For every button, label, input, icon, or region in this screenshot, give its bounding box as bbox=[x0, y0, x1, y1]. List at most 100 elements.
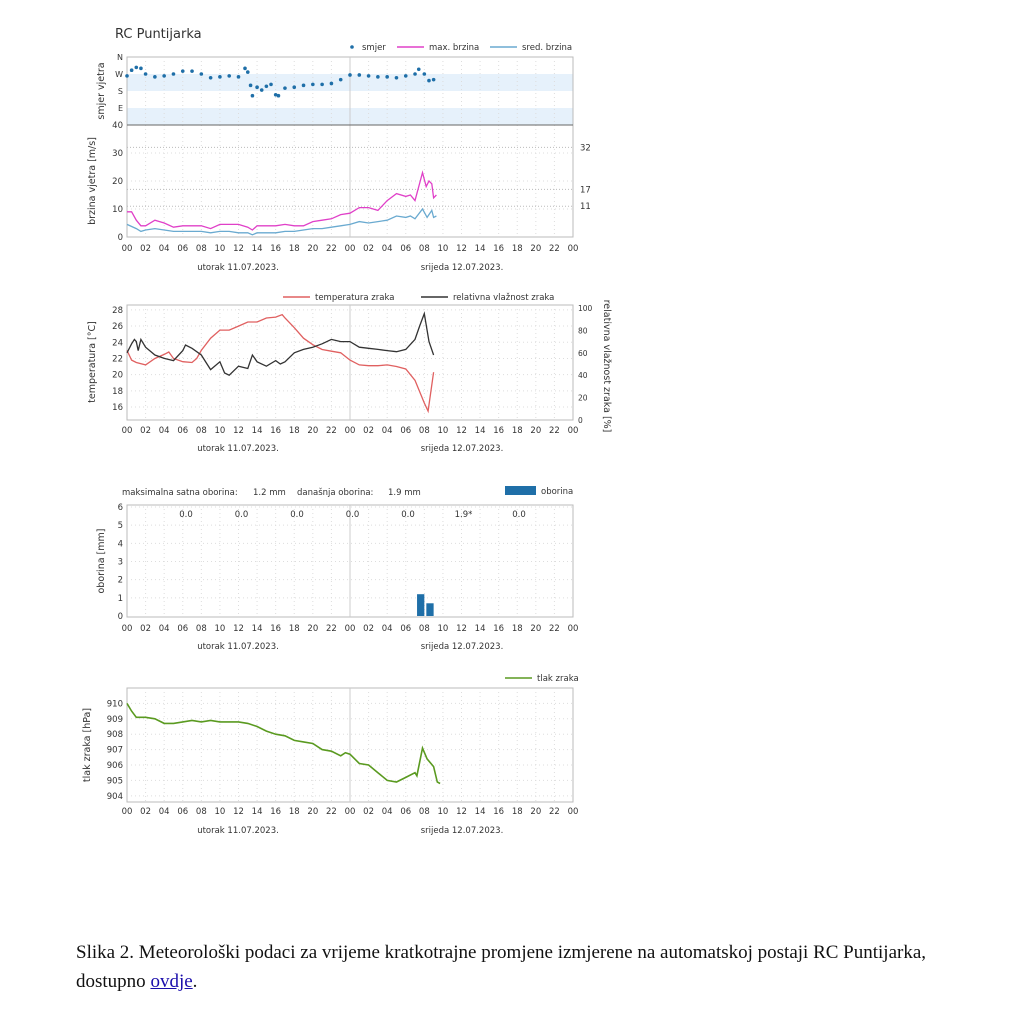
y-tick-label: 0 bbox=[118, 233, 123, 243]
direction-point bbox=[292, 85, 297, 90]
x-tick-label: 12 bbox=[456, 244, 467, 254]
x-tick-label: 00 bbox=[568, 624, 579, 634]
x-tick-label: 00 bbox=[568, 244, 579, 254]
x-tick-label: 20 bbox=[530, 807, 541, 817]
x-tick-label: 04 bbox=[382, 244, 393, 254]
y-tick-label: W bbox=[115, 70, 123, 79]
x-tick-label: 06 bbox=[177, 426, 188, 436]
x-tick-label: 22 bbox=[326, 426, 337, 436]
y-tick-label: 3 bbox=[118, 558, 123, 568]
x-tick-label: 08 bbox=[419, 244, 430, 254]
six-hour-total-label: 0.0 bbox=[179, 510, 193, 520]
humidity-legend-label: relativna vlažnost zraka bbox=[453, 293, 554, 303]
direction-point bbox=[245, 70, 250, 74]
x-tick-label: 00 bbox=[122, 244, 133, 254]
figure-caption: Slika 2. Meteorološki podaci za vrijeme … bbox=[76, 938, 976, 996]
x-tick-label: 06 bbox=[177, 244, 188, 254]
direction-point bbox=[269, 82, 273, 87]
caption-link[interactable]: ovdje bbox=[150, 971, 193, 992]
x-tick-label: 00 bbox=[345, 807, 356, 817]
direction-point bbox=[171, 72, 176, 76]
y-axis-label: oborina [mm] bbox=[96, 529, 107, 594]
date-label-day2: srijeda 12.07.2023. bbox=[421, 826, 504, 836]
x-tick-label: 18 bbox=[289, 244, 300, 254]
y-tick-label: 1 bbox=[118, 594, 123, 604]
temperature-line bbox=[126, 313, 435, 414]
direction-point bbox=[134, 65, 139, 70]
pressure-legend-label: tlak zraka bbox=[537, 674, 579, 684]
y-right-tick-label: 20 bbox=[578, 394, 588, 403]
direction-point bbox=[153, 75, 157, 79]
x-tick-label: 00 bbox=[568, 807, 579, 817]
date-label-day1: utorak 11.07.2023. bbox=[197, 444, 279, 454]
precipitation-legend-swatch bbox=[505, 486, 536, 495]
caption-end: . bbox=[192, 971, 198, 992]
x-tick-label: 16 bbox=[270, 807, 281, 817]
x-tick-label: 10 bbox=[438, 244, 449, 254]
x-tick-label: 00 bbox=[122, 807, 133, 817]
six-hour-total-label: 0.0 bbox=[290, 510, 304, 520]
x-tick-label: 22 bbox=[326, 807, 337, 817]
x-tick-label: 06 bbox=[400, 244, 411, 254]
x-tick-label: 10 bbox=[438, 426, 449, 436]
threshold-label: 11 bbox=[580, 202, 591, 212]
y-tick-label: 20 bbox=[112, 177, 123, 187]
x-tick-label: 16 bbox=[493, 244, 504, 254]
x-tick-label: 06 bbox=[177, 807, 188, 817]
x-tick-label: 10 bbox=[215, 624, 226, 634]
date-label-day2: srijeda 12.07.2023. bbox=[421, 263, 504, 273]
y-tick-label: 909 bbox=[107, 715, 123, 725]
date-label-day1: utorak 11.07.2023. bbox=[197, 642, 279, 652]
x-tick-label: 18 bbox=[512, 807, 523, 817]
x-tick-label: 20 bbox=[307, 244, 318, 254]
direction-point bbox=[143, 72, 148, 76]
y-tick-label: S bbox=[118, 87, 123, 96]
x-tick-label: 16 bbox=[493, 807, 504, 817]
direction-point bbox=[338, 77, 343, 82]
six-hour-total-label: 0.0 bbox=[346, 510, 360, 520]
x-tick-label: 16 bbox=[270, 244, 281, 254]
x-tick-label: 20 bbox=[530, 624, 541, 634]
direction-point bbox=[357, 73, 362, 77]
y-right-tick-label: 60 bbox=[578, 349, 588, 358]
y-axis-label: temperatura [°C] bbox=[87, 321, 98, 403]
y-tick-label: 0 bbox=[118, 612, 123, 622]
station-title: RC Puntijarka bbox=[115, 27, 202, 42]
six-hour-total-label: 1.9* bbox=[455, 510, 473, 520]
x-tick-label: 02 bbox=[363, 426, 374, 436]
direction-point bbox=[139, 66, 143, 71]
max-hourly-label: maksimalna satna oborina: bbox=[122, 488, 238, 498]
y-axis-label: brzina vjetra [m/s] bbox=[87, 137, 98, 225]
x-tick-label: 10 bbox=[215, 244, 226, 254]
smjer-legend-label: smjer bbox=[362, 43, 386, 53]
x-tick-label: 18 bbox=[512, 624, 523, 634]
date-label-day1: utorak 11.07.2023. bbox=[197, 826, 279, 836]
x-tick-label: 00 bbox=[345, 426, 356, 436]
x-tick-label: 06 bbox=[400, 807, 411, 817]
x-tick-label: 14 bbox=[475, 807, 486, 817]
direction-point bbox=[416, 67, 421, 72]
x-tick-label: 12 bbox=[233, 807, 244, 817]
x-tick-label: 18 bbox=[289, 624, 300, 634]
y-tick-label: 4 bbox=[118, 539, 123, 549]
direction-point bbox=[264, 84, 269, 89]
x-tick-label: 04 bbox=[382, 807, 393, 817]
max-hourly-value: 1.2 mm bbox=[253, 488, 286, 498]
direction-point bbox=[180, 69, 185, 73]
x-tick-label: 18 bbox=[512, 244, 523, 254]
date-label-day2: srijeda 12.07.2023. bbox=[421, 642, 504, 652]
x-tick-label: 14 bbox=[252, 244, 263, 254]
y-tick-label: 2 bbox=[118, 576, 123, 586]
x-tick-label: 18 bbox=[512, 426, 523, 436]
x-tick-label: 22 bbox=[549, 624, 560, 634]
direction-point bbox=[283, 86, 287, 90]
temperature-legend-label: temperatura zraka bbox=[315, 293, 394, 303]
direction-point bbox=[301, 83, 306, 88]
x-tick-label: 02 bbox=[140, 624, 151, 634]
x-tick-label: 12 bbox=[233, 426, 244, 436]
direction-point bbox=[227, 74, 232, 78]
y-tick-label: 908 bbox=[107, 730, 123, 740]
y-tick-label: 10 bbox=[112, 205, 123, 215]
x-tick-label: 22 bbox=[549, 807, 560, 817]
x-tick-label: 10 bbox=[215, 426, 226, 436]
